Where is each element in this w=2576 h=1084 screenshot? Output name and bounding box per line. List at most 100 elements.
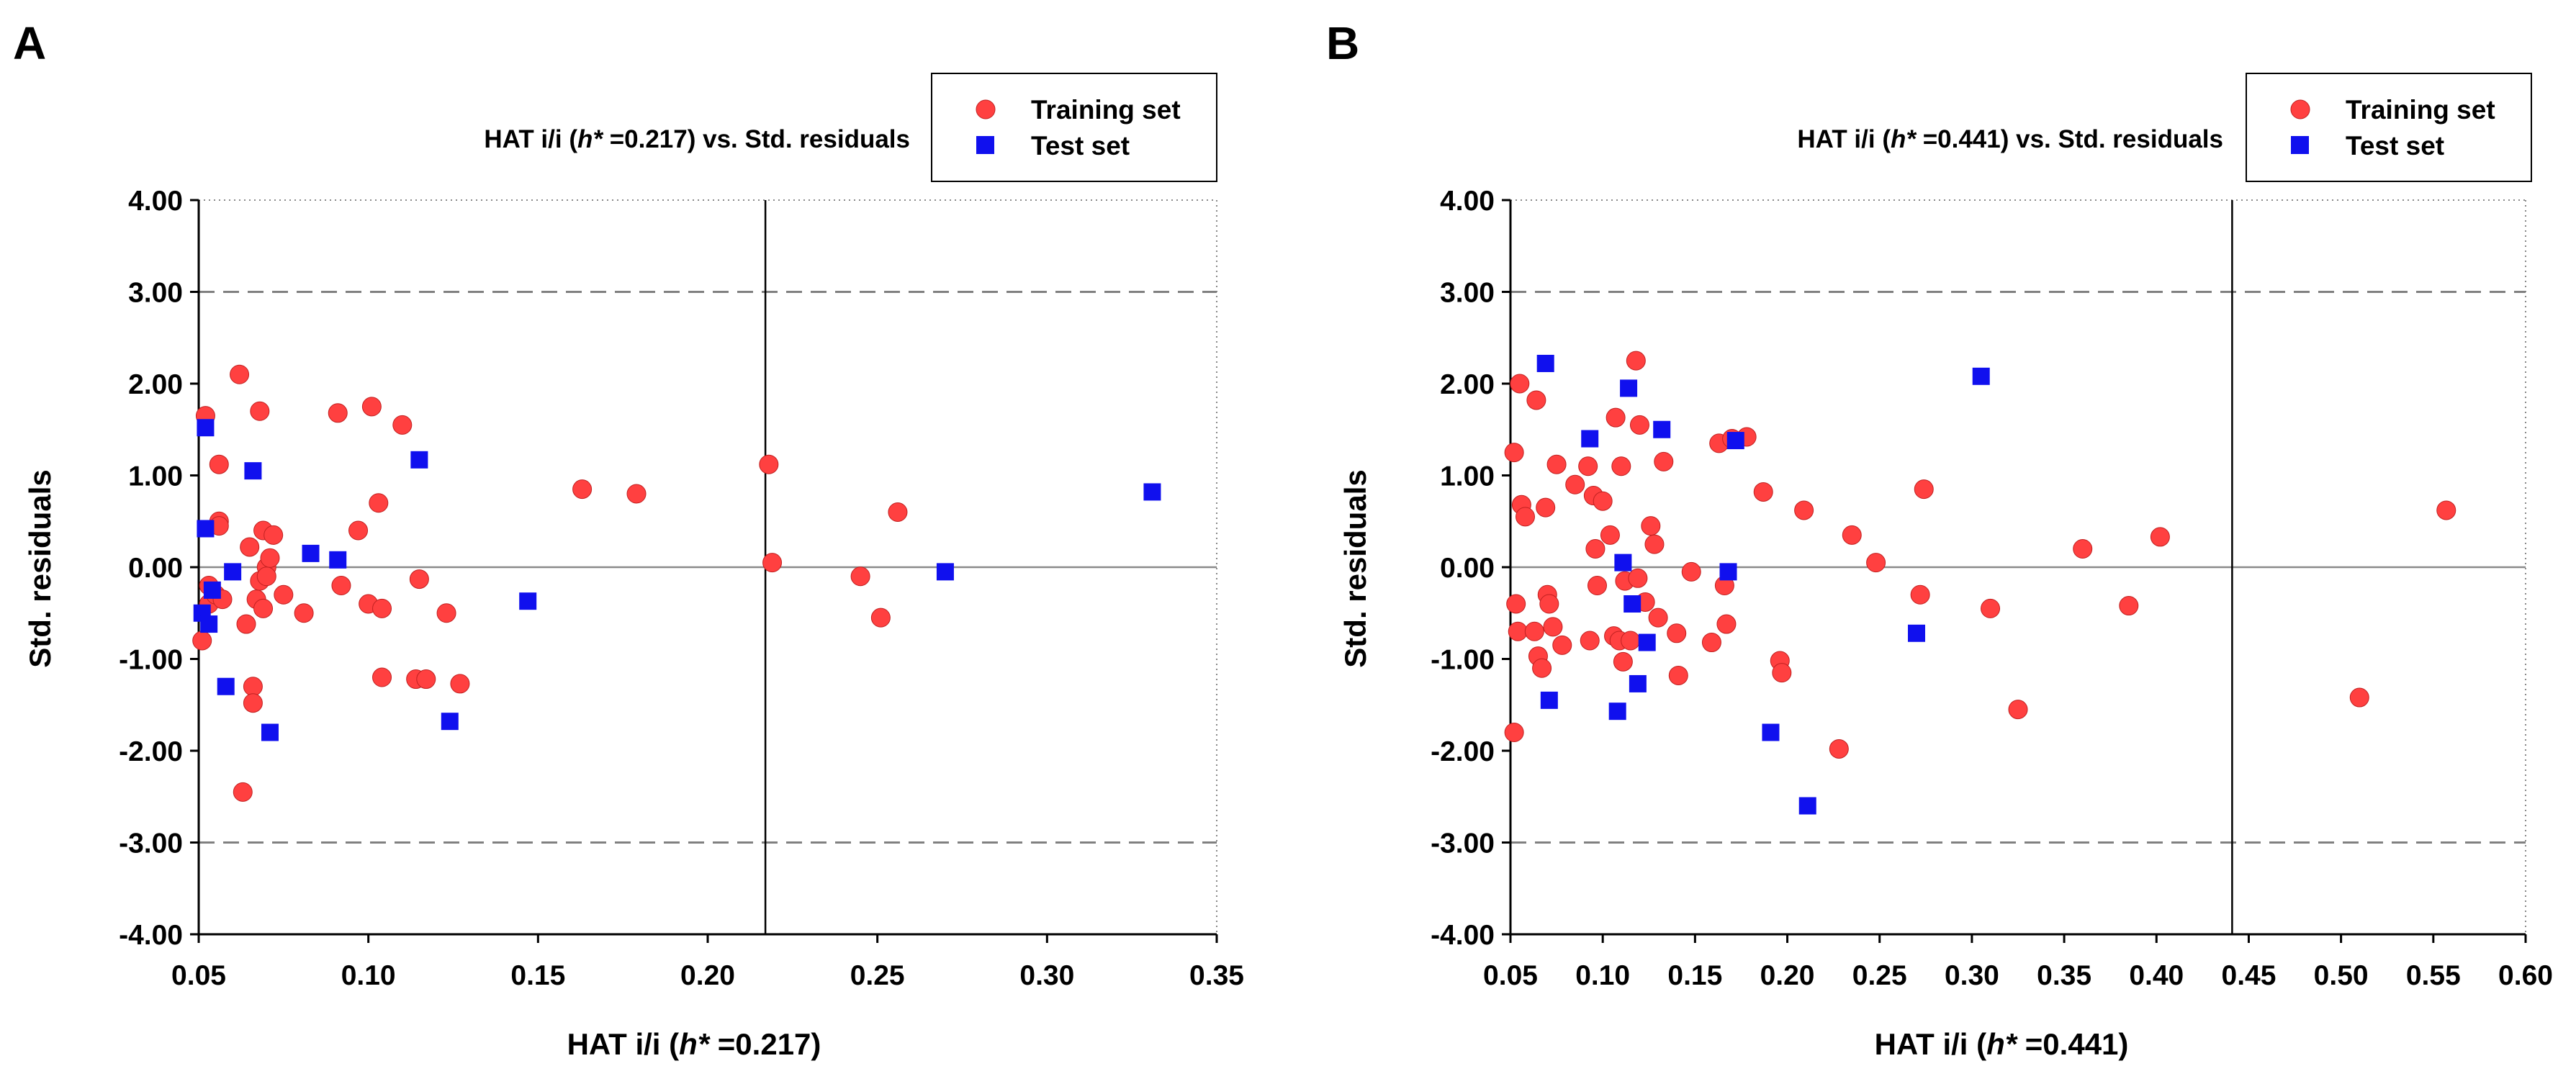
test-point [244,462,262,480]
x-axis-label-a: HAT i/i (h* =0.217) [567,1027,821,1061]
legend-label-training: Training set [1031,95,1181,125]
x-tick-label: 0.05 [171,960,226,991]
test-point [1540,691,1558,709]
training-point [1648,608,1668,628]
y-tick-label: 4.00 [128,186,183,217]
training-point [2150,527,2170,547]
training-point [372,667,392,687]
x-tick-label: 0.20 [680,960,735,991]
y-tick-label: 2.00 [128,369,183,400]
test-point [1719,563,1737,581]
legend-marker-test [2291,136,2309,154]
y-tick-label: 3.00 [1440,278,1495,309]
training-point [1516,507,1536,527]
y-tick-label: -2.00 [119,736,183,767]
test-point [197,520,215,538]
panel-b: B HAT i/i (h* =0.441) vs. Std. residuals… [1326,17,2553,1061]
training-point [2008,700,2028,720]
test-point [1908,624,1925,642]
y-tick-label: 3.00 [128,278,183,309]
training-point [361,397,382,417]
test-point [1762,723,1780,741]
legend-box [931,73,1217,182]
training-point [369,493,389,513]
x-tick-label: 0.60 [2498,960,2553,991]
training-point [331,576,351,595]
legend-marker-test [976,136,994,154]
test-point [1536,354,1554,372]
training-point [233,782,253,802]
x-tick-label: 0.10 [1575,960,1630,991]
training-point [230,364,250,384]
y-tick-label: 1.00 [1440,461,1495,492]
training-point [264,525,284,545]
x-tick-label: 0.20 [1760,960,1815,991]
training-point [1628,568,1648,588]
training-point [416,669,436,690]
training-point [253,598,274,618]
training-point [1910,584,1930,605]
training-point [192,631,212,651]
training-point [436,603,456,623]
test-point [1638,633,1656,651]
x-tick-label: 0.40 [2129,960,2184,991]
training-point [1626,351,1646,371]
legend-label-test: Test set [1031,131,1130,161]
training-point [1667,623,1687,643]
test-point [1629,674,1647,692]
test-point [329,551,347,569]
training-point [240,537,260,557]
training-point [1981,598,2001,618]
training-point [1585,539,1606,559]
x-tick-label: 0.55 [2406,960,2461,991]
panel-label-b: B [1326,17,1359,69]
training-point [1526,390,1546,410]
training-point [1629,415,1649,435]
training-point [243,693,263,713]
training-point [1668,665,1688,685]
training-point [2349,687,2369,708]
legend-b: Training set Test set [2246,73,2532,182]
training-point [1539,594,1559,614]
test-point [200,615,218,633]
y-tick-label: -1.00 [1431,645,1495,676]
training-point [1593,491,1613,511]
training-point [1504,443,1524,463]
training-point [1866,553,1886,573]
training-point [1580,631,1600,651]
test-point [1620,379,1638,397]
test-point [1608,703,1626,721]
training-point [1701,633,1721,653]
training-point [1600,525,1620,545]
training-point [2073,539,2093,559]
training-point [256,566,276,587]
training-point [1613,651,1633,672]
test-point [441,713,459,731]
training-point [1508,621,1528,641]
legend-marker-training [976,99,996,119]
training-point [870,608,891,628]
training-point [1524,621,1544,641]
training-point [1611,456,1631,476]
y-tick-label: -1.00 [119,645,183,676]
x-tick-label: 0.10 [341,960,396,991]
y-tick-label: -4.00 [119,920,183,951]
y-tick-label: -3.00 [1431,828,1495,859]
y-tick-label: 0.00 [128,553,183,584]
y-tick-label: 0.00 [1440,553,1495,584]
test-point [302,544,320,562]
training-point [1552,635,1572,655]
test-point [410,451,428,469]
legend-marker-training [2290,99,2310,119]
training-point [626,484,647,504]
training-point [1606,407,1626,428]
y-axis-label-b: Std. residuals [1338,469,1372,667]
training-point [1506,594,1526,614]
panel-a: A HAT i/i (h* =0.217) vs. Std. residuals… [13,17,1244,1061]
training-point [1794,500,1814,520]
training-point [209,454,229,474]
x-tick-label: 0.05 [1483,960,1538,991]
test-point [261,723,279,741]
test-point [1143,483,1161,501]
